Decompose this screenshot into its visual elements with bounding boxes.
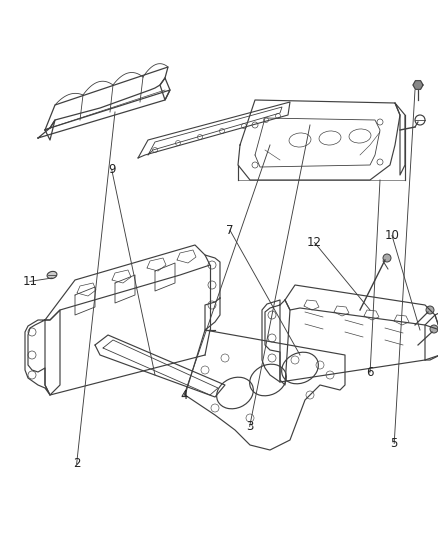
- Text: 2: 2: [73, 457, 81, 470]
- Circle shape: [383, 254, 391, 262]
- Circle shape: [430, 325, 438, 333]
- Text: 3: 3: [246, 420, 253, 433]
- Text: 7: 7: [226, 224, 234, 237]
- Ellipse shape: [47, 271, 57, 279]
- Text: 4: 4: [180, 389, 188, 402]
- Text: 10: 10: [385, 229, 399, 242]
- Polygon shape: [413, 80, 423, 90]
- Text: 12: 12: [307, 236, 322, 249]
- Text: 5: 5: [391, 437, 398, 450]
- Text: 11: 11: [22, 275, 37, 288]
- Text: 9: 9: [108, 163, 116, 176]
- Circle shape: [426, 306, 434, 314]
- Text: 6: 6: [366, 366, 374, 378]
